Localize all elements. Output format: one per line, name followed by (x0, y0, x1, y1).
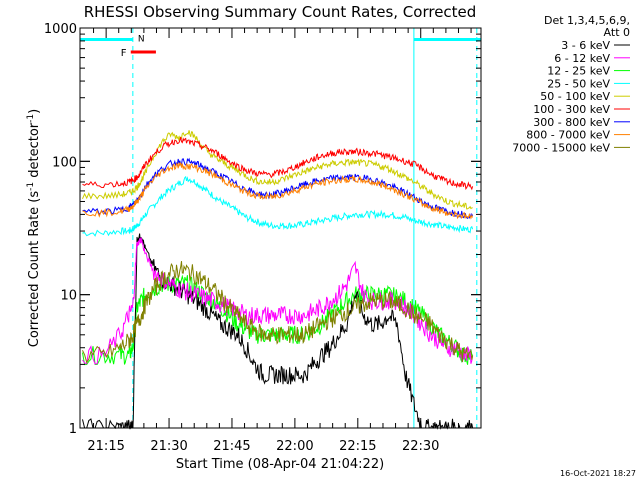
series-line-8 (82, 261, 474, 364)
y-tick-label: 10 (60, 289, 77, 304)
series-line-5 (82, 136, 474, 191)
x-tick-label: 21:45 (213, 439, 250, 454)
attenuator-flag-label: F (121, 48, 127, 59)
legend-label: 100 - 300 keV (533, 103, 610, 116)
y-tick-label: 1 (69, 422, 77, 437)
timestamp: 16-Oct-2021 18:27 (560, 469, 636, 478)
legend-label: 50 - 100 keV (540, 90, 610, 103)
x-tick-label: 22:00 (276, 439, 313, 454)
y-axis-label-sup1: -1 (26, 182, 36, 191)
series-line-7 (82, 161, 474, 220)
y-axis-label-part3: ) (27, 109, 42, 114)
legend-label: 12 - 25 keV (547, 65, 610, 78)
series-line-1 (82, 237, 474, 365)
chart-title: RHESSI Observing Summary Count Rates, Co… (84, 3, 477, 21)
y-axis-label-part1: Corrected Count Rate (s (27, 191, 42, 348)
x-tick-label: 22:30 (402, 439, 439, 454)
x-tick-label: 21:15 (87, 439, 124, 454)
legend-label: 300 - 800 keV (533, 116, 610, 129)
y-axis-label: Corrected Count Rate (s-1 detector-1) (26, 109, 42, 347)
legend-header-line: Det 1,3,4,5,6,9, (544, 14, 630, 27)
x-tick-label: 22:15 (339, 439, 376, 454)
y-axis-label-sup2: -1 (26, 114, 36, 123)
legend-label: 7000 - 15000 keV (512, 141, 610, 154)
x-axis-label: Start Time (08-Apr-04 21:04:22) (176, 457, 384, 472)
x-tick-label: 21:30 (150, 439, 187, 454)
y-tick-label: 100 (52, 155, 77, 170)
legend-label: 6 - 12 keV (554, 52, 610, 65)
legend-label: 3 - 6 keV (561, 39, 610, 52)
legend-header-line: Att 0 (604, 26, 630, 39)
plot-frame (79, 27, 482, 429)
legend-label: 800 - 7000 keV (526, 129, 610, 142)
series-line-3 (82, 175, 474, 237)
night-flag-label: N (138, 34, 145, 44)
series-line-0 (82, 233, 474, 430)
y-tick-label: 1000 (44, 22, 77, 37)
legend-label: 25 - 50 keV (547, 77, 610, 90)
y-axis-label-part2: detector (27, 122, 42, 182)
series-line-4 (82, 130, 473, 210)
